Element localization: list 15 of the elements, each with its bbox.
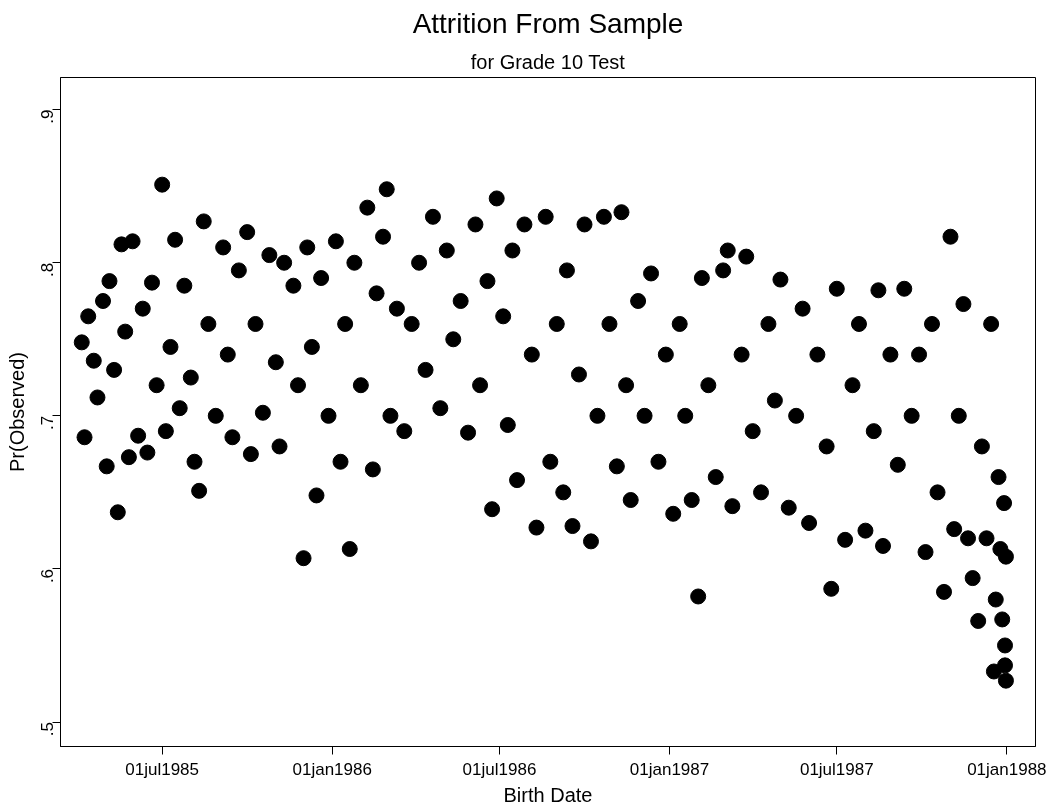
- y-axis-title: Pr(Observed): [5, 351, 28, 473]
- x-tick-label: 01jan1988: [967, 759, 1047, 779]
- x-tick-label: 01jul1986: [462, 759, 537, 779]
- x-tick-label: 01jul1987: [799, 759, 874, 779]
- y-tick-label: .8: [38, 262, 58, 277]
- x-tick-label: 01jan1987: [629, 759, 710, 779]
- x-tick-label: 01jan1986: [292, 759, 372, 779]
- y-tick-label: .7: [38, 415, 58, 430]
- y-tick-label: .5: [38, 722, 58, 737]
- y-tick-label: .9: [38, 109, 58, 124]
- x-axis-title: Birth Date: [503, 783, 593, 806]
- y-tick-label: .6: [38, 568, 58, 584]
- chart-subtitle: for Grade 10 Test: [470, 50, 626, 73]
- chart-title: Attrition From Sample: [412, 7, 684, 39]
- x-tick-label: 01jul1985: [125, 759, 200, 779]
